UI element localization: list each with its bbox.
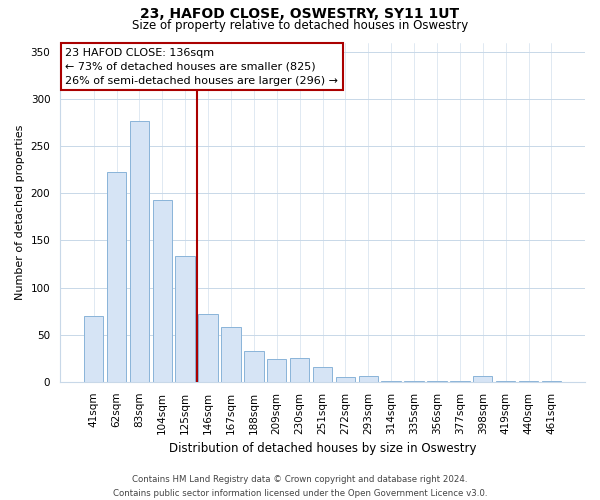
Bar <box>313 366 332 382</box>
Text: 23 HAFOD CLOSE: 136sqm
← 73% of detached houses are smaller (825)
26% of semi-de: 23 HAFOD CLOSE: 136sqm ← 73% of detached… <box>65 48 338 86</box>
Bar <box>382 381 401 382</box>
Bar <box>519 381 538 382</box>
Text: Size of property relative to detached houses in Oswestry: Size of property relative to detached ho… <box>132 19 468 32</box>
Bar <box>404 381 424 382</box>
Bar <box>107 172 126 382</box>
Bar <box>450 381 470 382</box>
Bar <box>359 376 378 382</box>
Bar <box>244 350 263 382</box>
Bar <box>199 314 218 382</box>
Bar <box>290 358 310 382</box>
Text: Contains HM Land Registry data © Crown copyright and database right 2024.
Contai: Contains HM Land Registry data © Crown c… <box>113 476 487 498</box>
Y-axis label: Number of detached properties: Number of detached properties <box>15 124 25 300</box>
Bar <box>427 381 446 382</box>
Bar <box>221 327 241 382</box>
X-axis label: Distribution of detached houses by size in Oswestry: Distribution of detached houses by size … <box>169 442 476 455</box>
Bar <box>152 200 172 382</box>
Text: 23, HAFOD CLOSE, OSWESTRY, SY11 1UT: 23, HAFOD CLOSE, OSWESTRY, SY11 1UT <box>140 8 460 22</box>
Bar <box>473 376 493 382</box>
Bar <box>267 359 286 382</box>
Bar <box>335 377 355 382</box>
Bar <box>496 381 515 382</box>
Bar <box>84 316 103 382</box>
Bar <box>175 256 195 382</box>
Bar <box>130 120 149 382</box>
Bar <box>542 381 561 382</box>
